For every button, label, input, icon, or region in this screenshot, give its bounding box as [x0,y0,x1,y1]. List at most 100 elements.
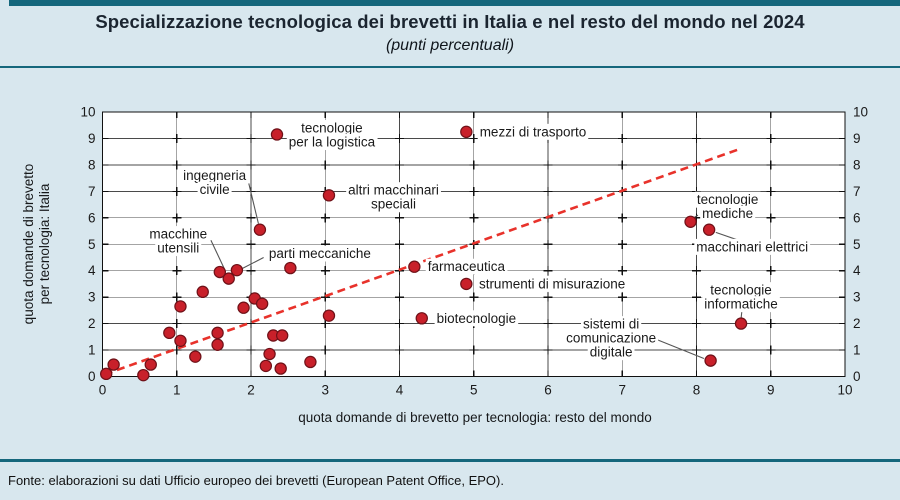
data-point [237,301,250,314]
y-axis-tick-label: 4 [88,263,96,278]
data-point-macchinari-elettrici [702,223,716,236]
data-point [107,358,120,371]
annotation-label: per la logistica [289,135,376,150]
data-point [211,326,224,340]
annotation-label-bg [587,344,635,361]
y-axis-tick-label: 1 [88,343,96,358]
data-point-macchine-utensili [213,265,227,279]
annotation-label: tecnologie [710,283,772,298]
annotation-label-bg [155,240,202,257]
x-axis-tick-label: 6 [544,383,552,398]
data-point [274,362,287,375]
y-axis-tick-label-right: 4 [853,263,861,278]
annotation-label-bg [700,205,756,222]
annotation-label-bg [702,296,780,313]
x-axis-tick-label: 7 [618,383,626,398]
annotation-label-bg [580,316,642,333]
data-point [189,350,202,363]
annotation-label-bg [299,120,365,137]
data-point-tecnologie-mediche [684,215,697,228]
annotation-label: ingegneria [183,168,247,183]
annotation-label: parti meccaniche [269,246,371,261]
data-point [100,367,113,381]
annotation-label-bg [434,310,519,327]
data-point-strumenti-di-misurazione [460,277,473,291]
annotation-label-bg [369,196,419,213]
y-axis-tick-label: 7 [88,184,96,199]
y-axis-tick-label: 2 [88,316,96,331]
data-point [174,300,187,313]
y-axis-title: quota domande di brevetto per tecnologia… [21,84,53,404]
annotation-label: informatiche [704,297,778,312]
data-point-tecnologie-per-la-logistica [270,128,284,141]
y-axis-tick-label-right: 0 [853,369,861,384]
data-point [275,329,289,342]
x-axis-tick-label: 10 [837,383,852,398]
y-axis-tick-label-right: 10 [853,105,868,120]
annotation-label-bg [694,238,811,255]
data-point-sistemi-di-comunicazione-digitale [704,354,717,367]
y-axis-title-line1: quota domande di brevetto [21,163,36,325]
y-axis-tick-label-right: 6 [853,210,861,225]
annotation-label: mezzi di trasporto [480,124,587,139]
annotation-label-bg [425,258,508,275]
annotation-label: biotecnologie [437,311,517,326]
annotation-label: sistemi di [583,317,639,332]
data-point-mezzi-di-trasporto [460,125,473,139]
annotation-label: macchine [149,227,207,242]
data-point [259,359,273,373]
annotation-leader [240,256,264,270]
y-axis-tick-label-right: 7 [853,184,861,199]
chart-subtitle: (punti percentuali) [385,37,515,54]
annotation-label: civile [200,182,230,197]
y-axis-tick-label: 6 [88,210,96,225]
trend-line [104,147,740,376]
data-point [255,297,269,310]
data-point [144,358,157,371]
annotation-label: altri macchinari [348,183,439,198]
x-axis-tick-label: 5 [470,383,478,398]
annotation-label-bg [286,134,378,151]
annotation-label: macchinari elettrici [696,239,808,254]
x-axis-tick-label: 1 [173,383,181,398]
source-note: Fonte: elaborazioni su dati Ufficio euro… [8,473,504,488]
x-axis-tick-label: 9 [767,383,775,398]
data-point-biotecnologie [415,312,428,325]
x-axis-title: quota domande di brevetto per tecnologia… [298,410,652,425]
data-point [196,285,209,299]
annotation-leader [210,240,225,269]
x-axis-tick-label: 0 [99,383,107,398]
y-axis-title-line2: per tecnologia: Italia [37,183,52,305]
data-point [137,368,150,382]
y-axis-tick-label-right: 5 [853,237,861,252]
data-point [163,326,176,340]
data-point [211,338,224,351]
y-axis-tick-label-right: 9 [853,131,861,146]
annotation-label-bg [197,181,232,198]
data-point-farmaceutica [408,260,421,273]
annotation-label-bg [346,182,441,199]
annotation-leader [248,183,259,224]
annotation-label: strumenti di misurazione [479,276,625,291]
annotation-label: speciali [371,197,416,212]
data-point-altri-macchinari-speciali [322,189,336,202]
annotation-label: comunicazione [566,331,656,346]
y-axis-tick-label-right: 8 [853,157,861,172]
data-point-ingegneria-civile [253,223,267,236]
data-point-tecnologie-informatiche [734,317,748,330]
data-point [284,261,297,275]
data-points [100,125,748,382]
y-axis-tick-label: 5 [88,237,96,252]
footer-divider [0,459,900,462]
top-accent-bar [9,0,900,6]
annotation-label: digitale [590,345,633,360]
annotation-label: utensili [157,241,199,256]
data-point [263,347,276,361]
y-axis-tick-label: 10 [80,105,95,120]
annotation-leader [657,339,705,360]
annotation-label: farmaceutica [428,259,506,274]
data-point [174,334,187,347]
x-axis-tick-label: 8 [693,383,701,398]
